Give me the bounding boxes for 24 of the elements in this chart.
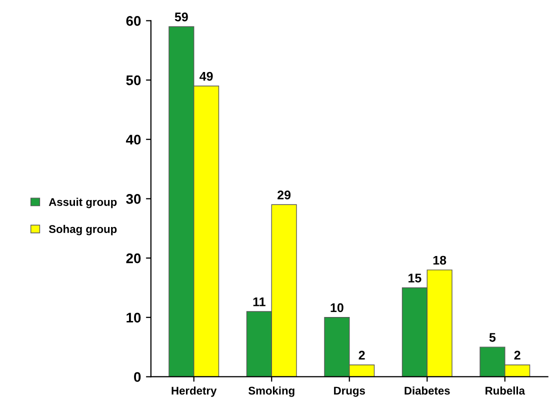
- y-tick-label: 0: [134, 372, 141, 382]
- data-label: 59: [174, 12, 188, 22]
- data-label: 18: [433, 256, 446, 265]
- x-tick-label: Smoking: [248, 386, 294, 397]
- x-tick-label: Herdetry: [172, 386, 217, 397]
- x-tick-label: Drugs: [334, 386, 365, 397]
- x-tick-label: Rubella: [486, 386, 526, 395]
- data-label: 5: [489, 333, 496, 342]
- data-label: 11: [253, 297, 266, 306]
- legend-label: Assuit group: [48, 198, 117, 208]
- data-label: 2: [358, 350, 365, 360]
- data-label: 10: [330, 303, 344, 312]
- x-tick-label: Diabetes: [404, 386, 450, 395]
- data-label: 29: [278, 190, 291, 200]
- data-label: 15: [408, 274, 422, 282]
- y-tick-label: 40: [126, 134, 141, 145]
- y-tick-label: 60: [126, 16, 141, 26]
- y-tick-label: 20: [126, 253, 141, 264]
- y-tick-label: 50: [126, 75, 141, 86]
- y-tick-label: 10: [126, 312, 141, 323]
- data-label: 2: [514, 350, 520, 360]
- legend-label: Sohag group: [48, 224, 117, 236]
- data-label: 49: [200, 72, 213, 81]
- y-tick-label: 30: [126, 194, 141, 204]
